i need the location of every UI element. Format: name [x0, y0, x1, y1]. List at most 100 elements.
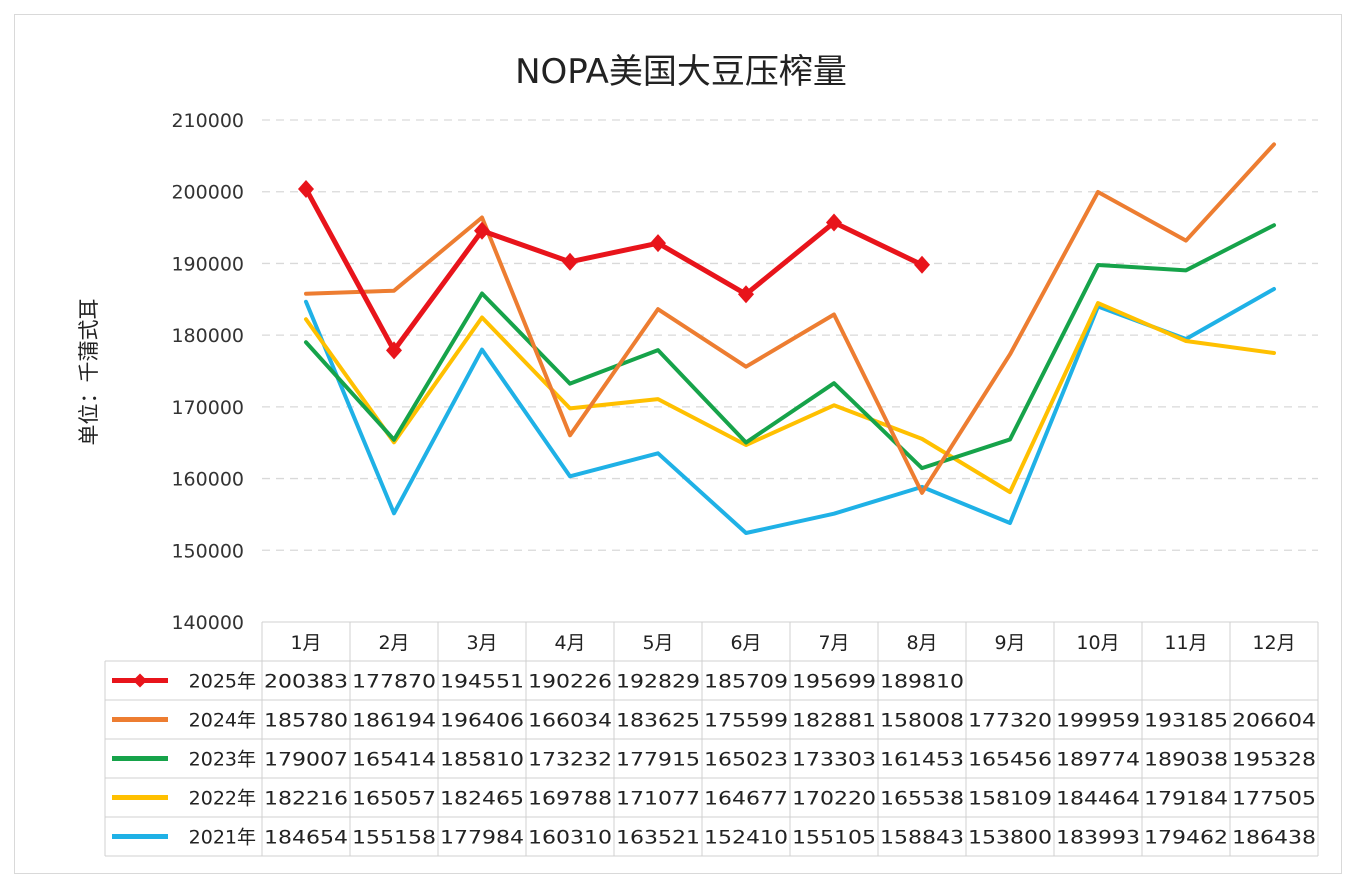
table-cell-value: 195699 [792, 671, 876, 693]
gridlines [262, 119, 1318, 551]
table-cell-value: 177984 [440, 827, 524, 849]
table-cell-value: 186438 [1232, 827, 1316, 849]
x-tick-label: 5月 [642, 632, 673, 654]
data-point-marker [298, 179, 314, 198]
y-tick-label: 140000 [171, 612, 244, 634]
legend-label: 2023年 [189, 749, 256, 771]
table-cell-value: 182465 [440, 788, 524, 810]
table-cell-value: 153800 [968, 827, 1052, 849]
table-cell-value: 165057 [352, 788, 436, 810]
x-tick-label: 7月 [818, 632, 849, 654]
table-cell-value: 200383 [264, 671, 348, 693]
table-cell-value: 152410 [704, 827, 788, 849]
table-cell-value: 186194 [352, 710, 436, 732]
data-point-marker [914, 255, 930, 274]
x-tick-label: 1月 [290, 632, 321, 654]
series-line [304, 142, 1276, 495]
table-cell-value: 183993 [1056, 827, 1140, 849]
table-cell-value: 183625 [616, 710, 700, 732]
y-tick-label: 200000 [171, 182, 244, 204]
data-point-marker [386, 341, 402, 360]
table-cell-value: 177870 [352, 671, 436, 693]
table-cell-value: 155158 [352, 827, 436, 849]
y-tick-label: 210000 [171, 110, 244, 132]
table-cell-value: 194551 [440, 671, 524, 693]
y-tick-label: 160000 [171, 469, 244, 491]
table-cell-value: 179462 [1144, 827, 1228, 849]
table-cell-value: 166034 [528, 710, 612, 732]
legend-marker [133, 673, 147, 688]
y-tick-label: 190000 [171, 253, 244, 275]
data-point-marker [562, 252, 578, 271]
y-tick-label: 180000 [171, 325, 244, 347]
table-cell-value: 161453 [880, 749, 964, 771]
table-cell-value: 185780 [264, 710, 348, 732]
x-tick-label: 11月 [1164, 632, 1207, 654]
table-cell-value: 184464 [1056, 788, 1140, 810]
table-cell-value: 189774 [1056, 749, 1140, 771]
table-cell-value: 158109 [968, 788, 1052, 810]
table-cell-value: 163521 [616, 827, 700, 849]
table-cell-value: 170220 [792, 788, 876, 810]
chart-title: NOPA美国大豆压榨量 [515, 52, 847, 92]
table-cell-value: 206604 [1232, 710, 1316, 732]
table-cell-value: 179007 [264, 749, 348, 771]
table-cell-value: 165456 [968, 749, 1052, 771]
table-cell-value: 177320 [968, 710, 1052, 732]
table-cell-value: 179184 [1144, 788, 1228, 810]
series-line [304, 223, 1276, 471]
x-tick-label: 3月 [466, 632, 497, 654]
x-tick-label: 2月 [378, 632, 409, 654]
y-tick-label: 150000 [171, 540, 244, 562]
table-cell-value: 189038 [1144, 749, 1228, 771]
x-tick-label: 8月 [906, 632, 937, 654]
table-cell-value: 173303 [792, 749, 876, 771]
table-cell-value: 155105 [792, 827, 876, 849]
table-cell-value: 175599 [704, 710, 788, 732]
table-cell-value: 173232 [528, 749, 612, 771]
table-cell-value: 185810 [440, 749, 524, 771]
y-tick-labels: 210000 200000 190000 180000 170000 160000 1500… [171, 110, 244, 634]
table-cell-value: 177915 [616, 749, 700, 771]
table-cell-value: 158008 [880, 710, 964, 732]
table-cell-value: 189810 [880, 671, 964, 693]
legend-label: 2021年 [189, 827, 256, 849]
legend-label: 2022年 [189, 788, 256, 810]
data-point-marker [738, 285, 754, 304]
table-cell-value: 158843 [880, 827, 964, 849]
legend-label: 2025年 [189, 671, 256, 693]
table-cell-value: 171077 [616, 788, 700, 810]
table-cell-value: 193185 [1144, 710, 1228, 732]
table-cell-value: 182216 [264, 788, 348, 810]
x-tick-label: 4月 [554, 632, 585, 654]
table-cell-value: 184654 [264, 827, 348, 849]
series-line [303, 186, 925, 353]
table-cell-value: 196406 [440, 710, 524, 732]
x-tick-label: 12月 [1252, 632, 1295, 654]
table-cell-value: 165538 [880, 788, 964, 810]
table-cell-value: 165414 [352, 749, 436, 771]
table-cell-value: 165023 [704, 749, 788, 771]
table-cell-value: 169788 [528, 788, 612, 810]
legend-label: 2024年 [189, 710, 256, 732]
data-point-marker [474, 221, 490, 240]
series-lines [298, 142, 1276, 536]
table-cell-value: 177505 [1232, 788, 1316, 810]
chart-frame [14, 14, 1342, 874]
table-cell-value: 195328 [1232, 749, 1316, 771]
data-point-marker [826, 213, 842, 232]
table-cell-value: 182881 [792, 710, 876, 732]
table-cell-value: 185709 [704, 671, 788, 693]
x-tick-label: 9月 [994, 632, 1025, 654]
table-cell-value: 190226 [528, 671, 612, 693]
x-tick-label: 6月 [730, 632, 761, 654]
table-cell-value: 164677 [704, 788, 788, 810]
table-cell-value: 192829 [616, 671, 700, 693]
table-cell-value: 199959 [1056, 710, 1140, 732]
table-cell-value: 160310 [528, 827, 612, 849]
x-tick-label: 10月 [1076, 632, 1119, 654]
series-line [304, 301, 1276, 495]
y-tick-label: 170000 [171, 397, 244, 419]
